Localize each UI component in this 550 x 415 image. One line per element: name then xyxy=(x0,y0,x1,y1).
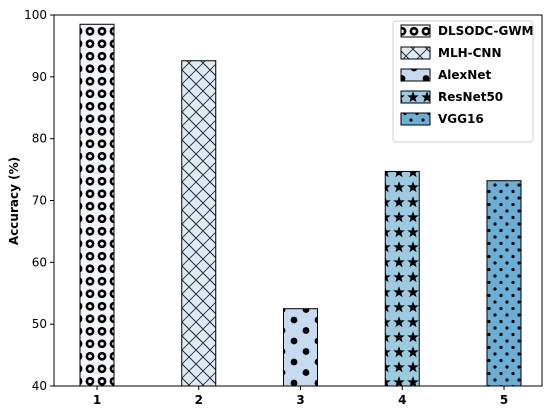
plot-frame xyxy=(53,14,543,387)
legend-swatch xyxy=(400,68,431,82)
y-tick-label: 80 xyxy=(32,132,47,146)
bar-4 xyxy=(384,170,420,387)
bar-5 xyxy=(486,180,522,387)
legend-label: VGG16 xyxy=(438,112,484,126)
legend-swatch xyxy=(400,46,431,60)
legend-swatch xyxy=(400,112,431,126)
y-axis-label: Accuracy (%) xyxy=(7,157,21,245)
bar-2 xyxy=(181,60,217,387)
legend: DLSODC-GWM MLH-CNN AlexNet ResNet50 VGG16 xyxy=(392,20,534,143)
y-tick-label: 100 xyxy=(24,8,47,22)
x-tick-label: 5 xyxy=(500,393,508,407)
legend-label: AlexNet xyxy=(438,68,491,82)
legend-swatch xyxy=(400,90,431,104)
legend-swatch xyxy=(400,24,431,38)
x-tick-label: 3 xyxy=(296,393,304,407)
legend-label: ResNet50 xyxy=(438,90,503,104)
x-axis-ticks: 1 2 3 4 5 xyxy=(93,386,508,407)
x-tick-label: 2 xyxy=(195,393,203,407)
y-tick-label: 60 xyxy=(32,255,47,269)
y-tick-label: 90 xyxy=(32,70,47,84)
x-tick-label: 1 xyxy=(93,393,101,407)
y-tick-label: 40 xyxy=(32,379,47,393)
y-tick-label: 50 xyxy=(32,317,47,331)
legend-label: DLSODC-GWM xyxy=(438,24,534,38)
legend-label: MLH-CNN xyxy=(438,46,502,60)
x-tick-label: 4 xyxy=(398,393,406,407)
y-axis-ticks: 40 50 60 70 80 90 100 xyxy=(24,8,54,393)
bars xyxy=(79,23,522,387)
y-tick-label: 70 xyxy=(32,194,47,208)
bar-1 xyxy=(79,23,115,387)
bar-3 xyxy=(283,308,318,387)
